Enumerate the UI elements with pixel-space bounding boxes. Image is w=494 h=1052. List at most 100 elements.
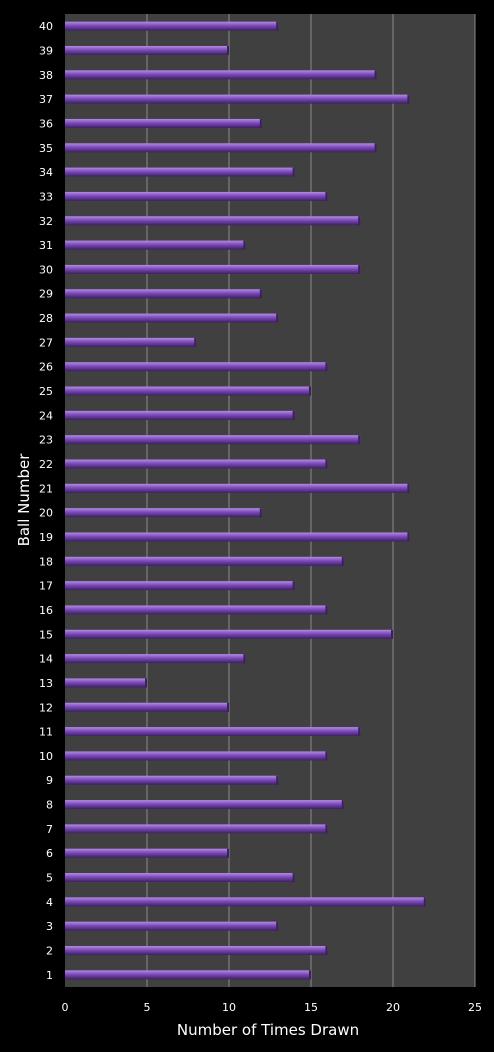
y-tick-label: 39	[39, 44, 53, 57]
y-tick-label: 17	[39, 580, 53, 593]
bar-ball-32	[65, 216, 361, 226]
x-tick-label: 15	[304, 1001, 318, 1014]
y-tick-label: 7	[46, 823, 53, 836]
plot-area	[65, 14, 475, 987]
bar-ball-17	[65, 581, 295, 591]
bar-end-cap	[374, 143, 377, 153]
bar-ball-27	[65, 337, 197, 347]
bar-ball-1	[65, 970, 311, 980]
bar-ball-6	[65, 848, 229, 858]
bar-ball-30	[65, 264, 361, 274]
y-tick-label: 21	[39, 482, 53, 495]
bar-ball-8	[65, 800, 344, 810]
bar-ball-35	[65, 143, 377, 153]
y-tick-label: 25	[39, 385, 53, 398]
bar-end-cap	[292, 581, 295, 591]
bar-end-cap	[292, 167, 295, 177]
bar-ball-21	[65, 483, 410, 493]
y-tick-label: 40	[39, 20, 53, 33]
bar-end-cap	[259, 508, 262, 518]
bar-ball-29	[65, 289, 262, 299]
bar-ball-36	[65, 118, 262, 128]
y-tick-label: 36	[39, 117, 53, 130]
y-tick-label: 38	[39, 69, 53, 82]
y-tick-labels: 1234567891011121314151617181920212223242…	[39, 20, 53, 982]
y-tick-label: 28	[39, 312, 53, 325]
bar-ball-7	[65, 824, 328, 834]
bar-end-cap	[325, 191, 328, 201]
bar-end-cap	[325, 946, 328, 956]
bar-end-cap	[194, 337, 197, 347]
y-tick-label: 34	[39, 166, 53, 179]
bar-ball-4	[65, 897, 426, 907]
bar-end-cap	[325, 459, 328, 469]
bar-end-cap	[374, 70, 377, 80]
bar-ball-20	[65, 508, 262, 518]
bar-ball-10	[65, 751, 328, 761]
x-tick-label: 25	[468, 1001, 482, 1014]
y-tick-label: 23	[39, 434, 53, 447]
bar-ball-12	[65, 702, 229, 712]
y-tick-label: 32	[39, 215, 53, 228]
bar-end-cap	[309, 970, 311, 980]
y-tick-label: 8	[46, 799, 53, 812]
bar-ball-22	[65, 459, 328, 469]
x-tick-label: 0	[62, 1001, 69, 1014]
y-tick-label: 26	[39, 361, 53, 374]
bar-ball-9	[65, 775, 279, 785]
bar-end-cap	[276, 775, 279, 785]
x-tick-label: 5	[144, 1001, 151, 1014]
bar-end-cap	[407, 483, 410, 493]
bar-ball-26	[65, 362, 328, 372]
bar-ball-39	[65, 45, 229, 55]
bar-end-cap	[145, 678, 147, 688]
x-tick-labels: 0 5 10 15 20 25	[62, 1001, 483, 1014]
bar-end-cap	[259, 118, 262, 128]
x-tick-label: 20	[386, 1001, 400, 1014]
y-tick-label: 16	[39, 604, 53, 617]
bar-end-cap	[227, 45, 229, 55]
y-tick-label: 9	[46, 774, 53, 787]
bar-end-cap	[227, 702, 229, 712]
x-axis-title: Number of Times Drawn	[177, 1021, 359, 1039]
bar-ball-13	[65, 678, 147, 688]
bar-end-cap	[243, 240, 246, 250]
bars	[65, 21, 426, 980]
y-tick-label: 20	[39, 507, 53, 520]
bar-ball-40	[65, 21, 279, 31]
y-tick-label: 33	[39, 190, 53, 203]
bar-ball-28	[65, 313, 279, 323]
bar-ball-23	[65, 435, 361, 445]
y-tick-label: 4	[46, 896, 53, 909]
bar-ball-33	[65, 191, 328, 201]
bar-end-cap	[227, 848, 229, 858]
bar-ball-5	[65, 873, 295, 883]
y-tick-label: 2	[46, 945, 53, 958]
bar-end-cap	[309, 386, 311, 396]
y-tick-label: 30	[39, 263, 53, 276]
bar-end-cap	[358, 435, 361, 445]
x-tick-label: 10	[222, 1001, 236, 1014]
y-tick-label: 14	[39, 653, 53, 666]
bar-ball-16	[65, 605, 328, 615]
bar-end-cap	[407, 94, 410, 104]
bar-end-cap	[358, 216, 361, 226]
y-tick-label: 13	[39, 677, 53, 690]
y-tick-label: 35	[39, 142, 53, 155]
bar-end-cap	[292, 873, 295, 883]
bar-ball-34	[65, 167, 295, 177]
bar-ball-18	[65, 556, 344, 566]
bar-ball-11	[65, 727, 361, 737]
bar-ball-19	[65, 532, 410, 542]
bar-end-cap	[325, 605, 328, 615]
y-tick-label: 22	[39, 458, 53, 471]
y-tick-label: 37	[39, 93, 53, 106]
y-tick-label: 24	[39, 409, 53, 422]
y-tick-label: 18	[39, 555, 53, 568]
bar-ball-37	[65, 94, 410, 104]
bar-end-cap	[325, 824, 328, 834]
bar-end-cap	[358, 727, 361, 737]
bar-end-cap	[341, 800, 344, 810]
bar-end-cap	[423, 897, 426, 907]
